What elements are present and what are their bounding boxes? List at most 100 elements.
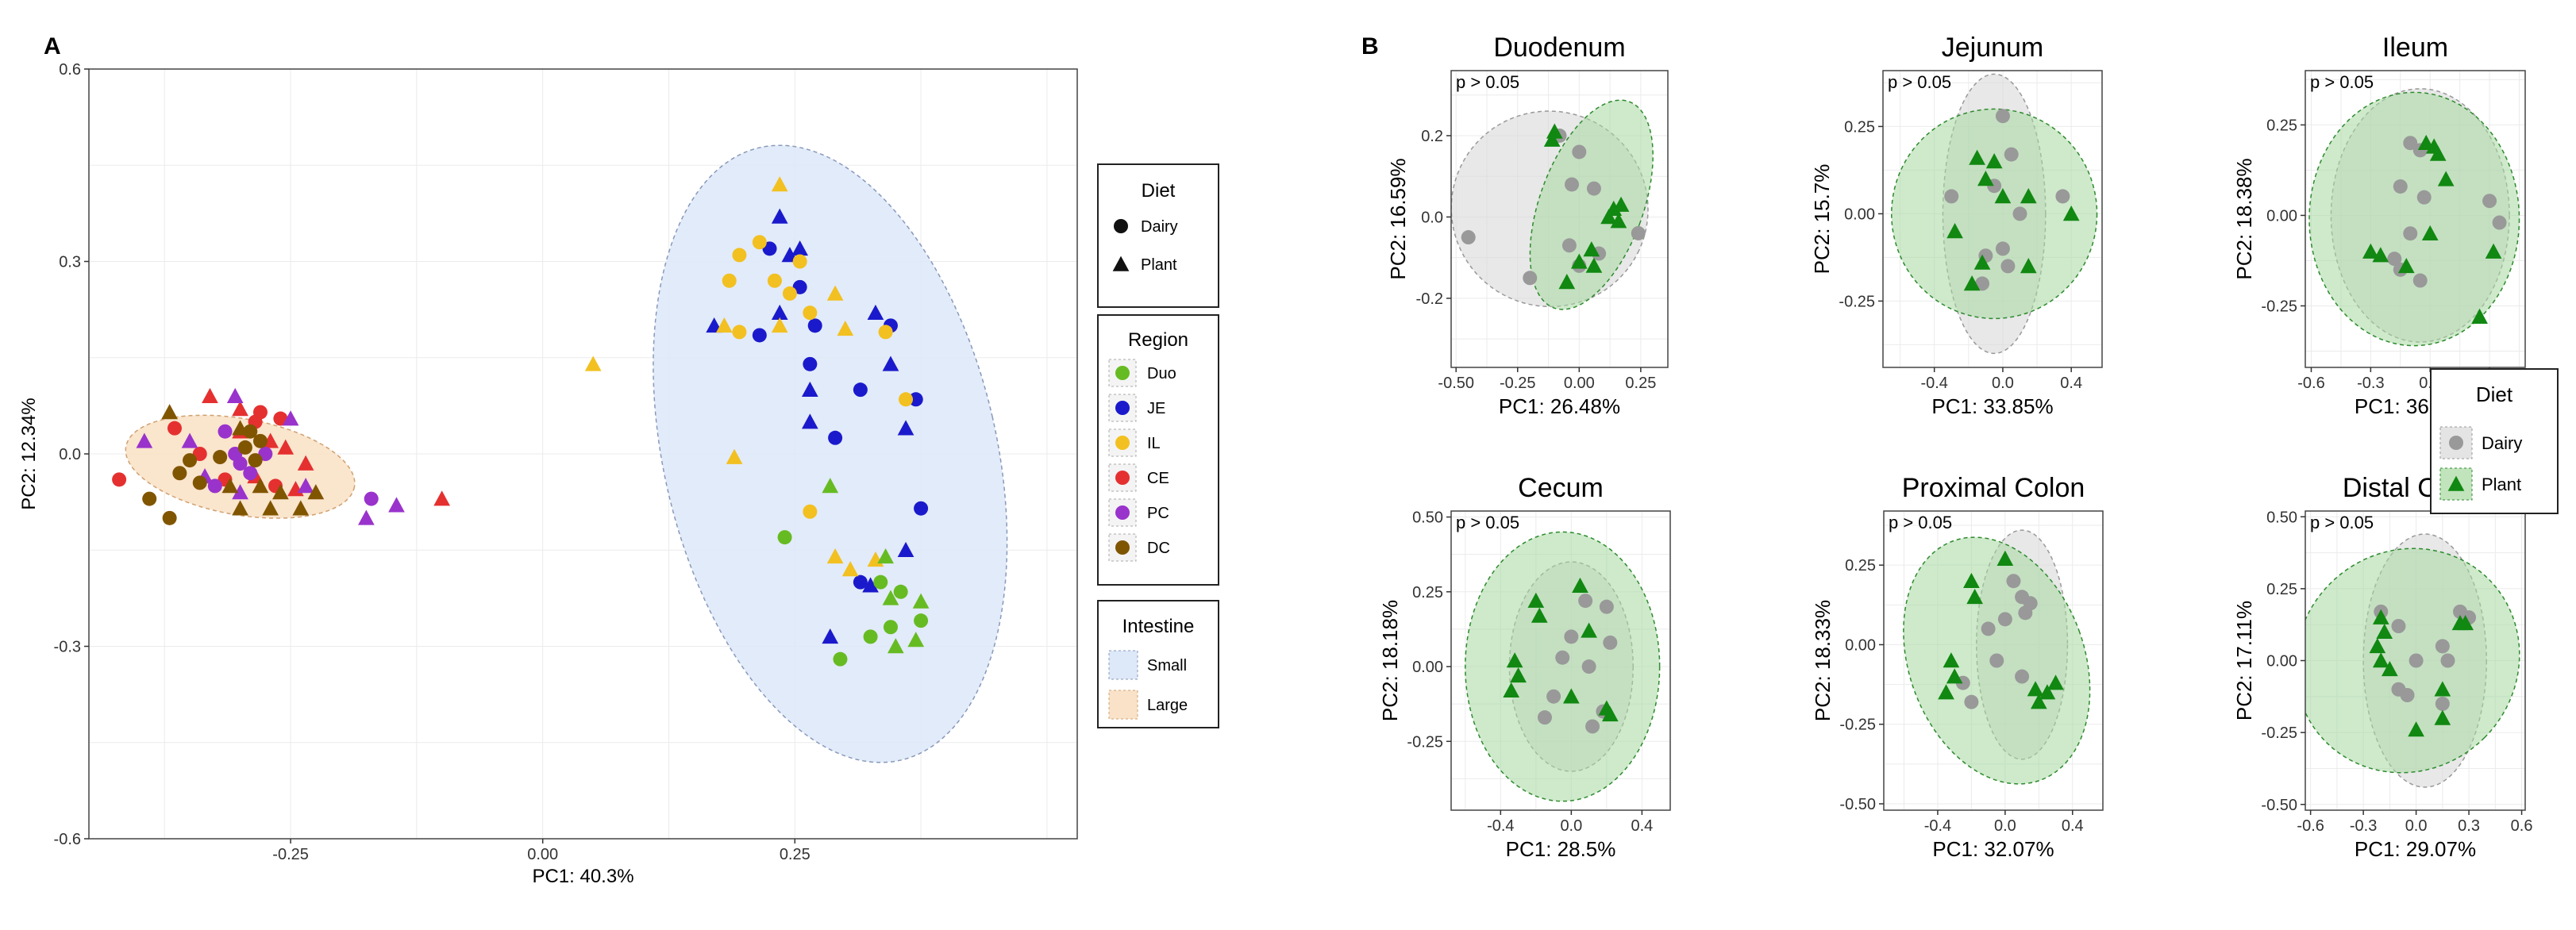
chart-4: -0.4 0.0 0.4 -0.25 0.00 0.25 0.50 PC1: 28.5% PC2…	[1378, 473, 1671, 861]
point-plant	[2027, 681, 2044, 697]
point-je-dairy	[853, 575, 868, 590]
x-tick-label: 0.3	[2458, 817, 2480, 835]
y-tick-label: 0.00	[2266, 653, 2297, 671]
points	[112, 176, 930, 667]
y-axis-label: PC2: 15.7%	[1810, 164, 1834, 275]
point-dairy	[1964, 694, 1979, 709]
point-dairy	[1989, 653, 2004, 668]
point-dairy	[2015, 669, 2030, 684]
point-il-dairy	[752, 235, 767, 250]
point-pc-dairy	[243, 466, 258, 481]
legend-diet-dairy-icon	[1114, 219, 1128, 233]
x-tick-label: -0.4	[1924, 817, 1951, 835]
point-plant	[2372, 652, 2389, 668]
point-pc-plant	[297, 478, 314, 494]
point-duo-plant	[882, 590, 899, 605]
legend-region-ce-icon	[1115, 471, 1130, 485]
chart-5: -0.4 0.0 0.4 -0.50 -0.25 0.00 0.25 PC1: 32.07% P…	[1811, 473, 2104, 861]
point-plant	[2362, 243, 2379, 259]
point-dairy	[2435, 639, 2450, 654]
legend-b-label: Plant	[2482, 475, 2521, 494]
legend-b-label: Dairy	[2482, 433, 2522, 453]
point-plant	[2382, 661, 2398, 677]
legend-b-title: Diet	[2476, 382, 2513, 406]
point-ce-plant	[277, 439, 295, 455]
y-tick-label: -0.25	[1839, 717, 1876, 734]
point-plant	[1994, 188, 2012, 204]
point-dairy	[1599, 599, 1614, 614]
y-tick-label: -0.2	[1416, 290, 1443, 308]
point-je-dairy	[828, 430, 843, 445]
point-dc-plant	[232, 500, 248, 516]
point-pc-plant	[181, 432, 198, 448]
y-tick-label: 0.25	[1844, 118, 1875, 136]
point-je-plant	[801, 413, 818, 429]
point-ce-dairy	[167, 421, 182, 436]
x-tick-label: 0.4	[2060, 375, 2082, 392]
y-tick-label: 0.2	[1421, 128, 1443, 145]
x-axis-label: PC1: 28.5%	[1506, 837, 1616, 861]
y-tick-label: 0.25	[2266, 581, 2297, 598]
point-il-dairy	[878, 325, 893, 340]
y-tick-label: -0.50	[1839, 796, 1876, 813]
legend-intestine-label: Small	[1147, 657, 1187, 674]
point-je-dairy	[914, 501, 929, 516]
point-plant	[2047, 674, 2064, 690]
legends-layer: Diet Dairy Plant Region Duo JE IL CE PC DC Intesti…	[1097, 163, 2559, 728]
point-plant	[2434, 681, 2451, 697]
y-tick-label: 0.0	[59, 446, 81, 463]
x-tick-label: -0.4	[1487, 817, 1514, 835]
point-dairy	[2391, 619, 2406, 633]
x-tick-label: 0.6	[2511, 817, 2533, 835]
point-plant	[2397, 257, 2415, 274]
x-tick-label: -0.25	[272, 846, 309, 863]
point-dc-dairy	[243, 424, 258, 439]
x-axis-label: PC1: 40.3%	[532, 866, 633, 887]
point-il-dairy	[782, 286, 797, 301]
point-plant	[1503, 682, 1520, 698]
point-plant	[1985, 153, 2003, 169]
points	[1944, 109, 2080, 291]
plot-border	[1450, 510, 1671, 811]
legend-region-label: PC	[1147, 505, 1169, 522]
y-tick-label: 0.00	[1844, 206, 1875, 223]
point-plant	[1946, 668, 1963, 684]
x-tick-label: -0.50	[1438, 375, 1474, 392]
point-pc-dairy	[364, 491, 379, 506]
x-tick-label: 0.4	[2062, 817, 2084, 835]
point-je-plant	[882, 355, 899, 371]
point-ce-dairy	[112, 472, 127, 487]
plot-border	[2305, 70, 2526, 368]
y-tick-label: -0.50	[2261, 797, 2297, 814]
point-je-plant	[867, 304, 884, 320]
point-dairy	[1561, 238, 1577, 253]
point-je-plant	[801, 381, 818, 397]
point-plant	[1570, 253, 1588, 269]
point-dc-dairy	[252, 433, 268, 448]
y-axis-label: PC2: 17.11%	[2232, 601, 2256, 721]
ellipse-plant	[2305, 548, 2520, 774]
point-duo-dairy	[777, 530, 792, 545]
point-pc-dairy	[233, 456, 248, 471]
x-tick-label: -0.3	[2357, 375, 2384, 392]
point-dairy	[2416, 190, 2432, 205]
points	[2369, 604, 2477, 737]
point-dairy	[1995, 109, 2010, 124]
point-dc-plant	[252, 478, 269, 494]
facet-title: Duodenum	[1493, 33, 1625, 63]
point-dairy	[1995, 241, 2010, 256]
point-plant	[1585, 257, 1603, 273]
point-plant	[1543, 131, 1561, 147]
point-plant	[1996, 550, 2014, 566]
p-value-annotation: p > 0.05	[2310, 513, 2374, 532]
point-dairy	[1603, 635, 1618, 650]
facet-title: Jejunum	[1942, 33, 2044, 63]
point-dairy	[2482, 194, 2497, 209]
point-ce-plant	[433, 490, 450, 506]
legend-b-plant-icon	[2447, 475, 2465, 491]
p-value-annotation: p > 0.05	[1456, 72, 1519, 92]
x-tick-label: 0.25	[1625, 375, 1656, 392]
ellipses	[2308, 88, 2520, 347]
point-plant	[1969, 149, 1985, 165]
point-plant	[1583, 241, 1600, 257]
